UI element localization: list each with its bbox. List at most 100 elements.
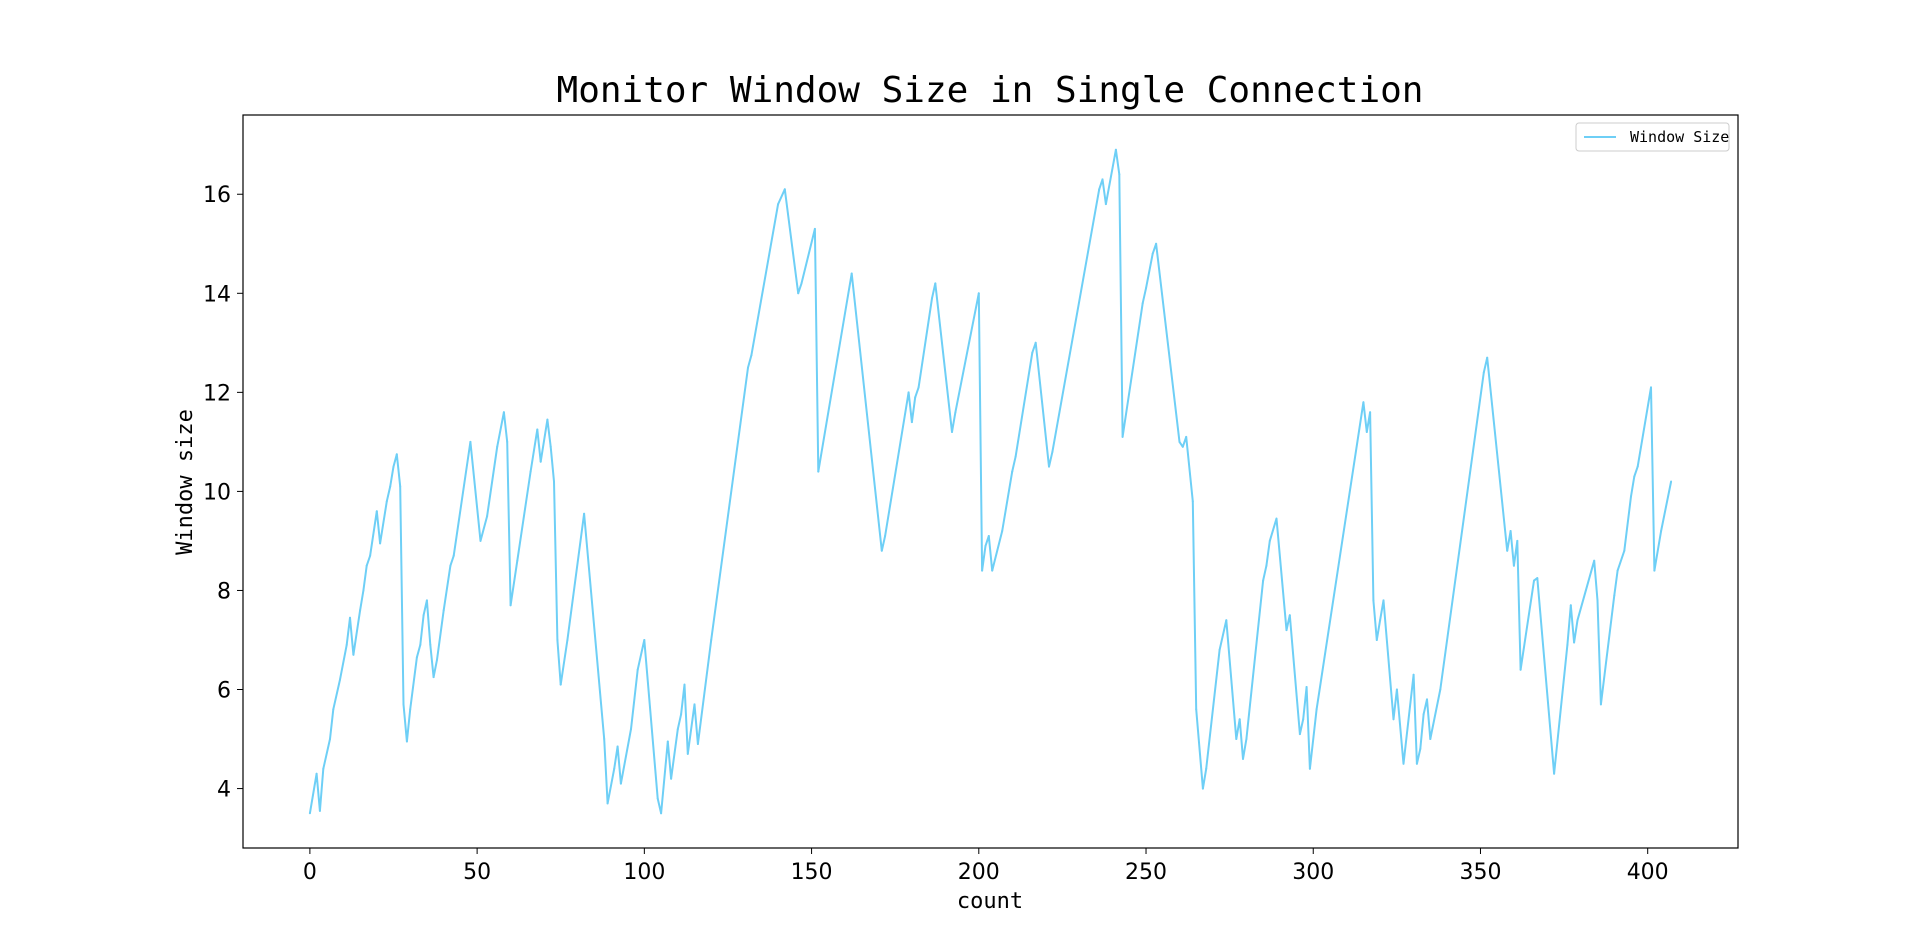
data-point [1415,762,1418,765]
data-point [399,485,402,488]
x-tick-label: 350 [1459,860,1501,885]
data-point [1114,148,1117,151]
data-point [1375,639,1378,641]
data-point [402,703,405,706]
data-point [1439,688,1442,691]
data-point [606,802,609,805]
data-point [583,512,586,515]
data-point [1288,614,1291,617]
data-point [506,440,509,443]
data-point [680,713,683,716]
data-point [1001,530,1004,532]
x-tick-label: 50 [463,860,491,885]
x-tick-label: 150 [791,860,833,885]
legend-box [1575,122,1730,152]
data-point [1660,530,1663,532]
x-axis-ticks: 0 50 100 150 200 250 300 350 400 [303,848,1669,885]
data-point [951,431,953,433]
data-point [496,445,499,448]
data-point [1365,431,1368,433]
x-tick-label: 0 [303,860,317,885]
data-point [1426,698,1428,701]
data-point [666,740,669,743]
data-point [1616,569,1619,572]
data-point [1262,579,1265,582]
data-point [1235,738,1238,740]
data-point [676,728,679,731]
data-point [1098,188,1101,191]
data-point [1486,356,1489,359]
data-point [1011,470,1014,473]
data-point [1178,440,1181,443]
data-point [696,743,699,745]
data-point [516,559,519,562]
data-point [1265,564,1268,567]
data-point [1048,465,1050,468]
data-point [546,418,549,421]
data-point [436,658,438,661]
data-point [1573,641,1576,644]
data-point [362,589,365,592]
data-point [991,569,994,572]
data-point [934,282,937,285]
data-point [977,292,980,295]
data-point [1014,455,1017,458]
data-point [1104,203,1107,206]
data-point [1516,539,1519,542]
data-point [332,708,335,711]
data-point [539,460,542,463]
data-point [984,544,987,547]
data-point [1225,619,1228,622]
legend-label: Window Size [1630,128,1729,146]
y-tick-label: 6 [217,679,231,704]
data-point [630,728,632,731]
data-point [907,391,910,394]
y-tick-label: 10 [203,480,231,505]
data-point [395,453,398,456]
plot-frame [242,114,1739,849]
data-point [1650,386,1652,389]
data-point [469,440,472,443]
data-point [509,604,512,607]
data-point [1218,648,1221,651]
data-point [660,812,663,815]
x-tick-label: 400 [1627,860,1669,885]
data-point [1145,287,1147,290]
data-point [405,740,408,743]
data-points [308,148,1673,815]
data-point [987,535,990,537]
y-tick-label: 14 [203,282,231,307]
data-point [429,643,432,646]
data-point [910,421,913,424]
data-point [1238,718,1241,721]
data-point [686,752,689,755]
data-point [1051,450,1054,453]
data-point [1402,762,1405,765]
data-point [375,510,378,513]
data-point [449,564,452,567]
data-point [1382,599,1385,602]
data-point [1242,757,1244,760]
data-point [1034,341,1037,344]
x-tick-label: 100 [623,860,665,885]
data-point [385,500,388,503]
data-point [1536,577,1539,580]
data-point [1141,302,1144,305]
data-point [556,639,559,641]
data-point [452,554,455,557]
data-point [1275,517,1278,520]
data-point [352,653,355,656]
data-point [613,767,616,770]
data-point [415,656,418,659]
data-point [1599,703,1602,706]
data-point [1315,708,1318,711]
data-point [1101,178,1104,181]
data-point [880,549,883,552]
data-point [1362,401,1365,404]
data-point [308,812,311,815]
data-point [349,616,351,619]
y-axis-ticks: 4 6 8 10 12 14 16 [203,183,243,803]
data-point [392,465,395,468]
